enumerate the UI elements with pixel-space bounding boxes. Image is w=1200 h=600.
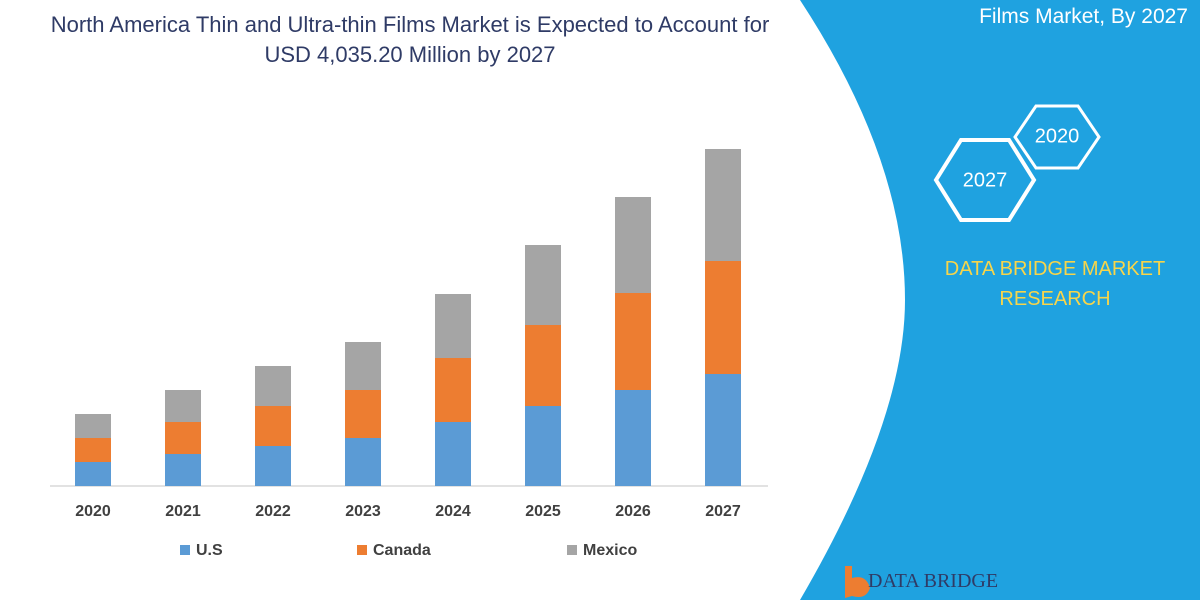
bar-segment	[705, 149, 741, 261]
bar-segment	[435, 294, 471, 358]
x-tick-label: 2021	[165, 503, 201, 520]
bar-segment	[345, 438, 381, 486]
bar-segment	[615, 390, 651, 486]
x-tick-label: 2024	[435, 503, 471, 520]
bar-segment	[75, 438, 111, 462]
hexagon	[1013, 104, 1101, 170]
hex-label: 2027	[963, 169, 1008, 191]
brand: DATA BRIDGE MARKET RESEARCH	[944, 258, 1166, 310]
hex-label: 2020	[1035, 125, 1080, 147]
bar-segment	[345, 342, 381, 390]
legend-swatch	[180, 545, 190, 555]
x-tick-label: 2025	[525, 503, 561, 520]
bar-segment	[525, 325, 561, 406]
bar-segment	[615, 293, 651, 390]
bar-segment	[435, 358, 471, 422]
x-tick-label: 2023	[345, 503, 381, 520]
bar-segment	[255, 446, 291, 486]
legend-swatch	[567, 545, 577, 555]
logo-text: DATA BRIDGE	[868, 570, 999, 592]
legend-label: U.S	[196, 542, 223, 559]
bar-segment	[345, 390, 381, 438]
bar-segment	[255, 366, 291, 406]
x-tick-label: 2026	[615, 503, 651, 520]
bar-segment	[75, 462, 111, 486]
bar-segment	[75, 414, 111, 438]
x-tick-label: 2027	[705, 503, 741, 520]
logo-icon	[845, 566, 870, 598]
bar-segment	[525, 245, 561, 325]
x-tick-label: 2022	[255, 503, 291, 520]
x-tick-label: 2020	[75, 503, 111, 520]
bar-segment	[705, 261, 741, 374]
legend-label: Canada	[373, 542, 431, 559]
hexagon	[933, 138, 1037, 222]
bar-segment	[705, 374, 741, 486]
chart-title: North America Thin and Ultra-thin Films …	[50, 12, 770, 67]
legend-label: Mexico	[583, 542, 637, 559]
bar-segment	[615, 197, 651, 293]
bar-segment	[435, 422, 471, 486]
bar-segment	[165, 422, 201, 454]
bar-segment	[165, 454, 201, 486]
side-title: North America Thin and Ultra-thin Films …	[979, 5, 1188, 28]
legend-swatch	[357, 545, 367, 555]
bar-segment	[255, 406, 291, 446]
bar-segment	[165, 390, 201, 422]
bar-segment	[525, 406, 561, 486]
side-panel	[800, 0, 1200, 600]
